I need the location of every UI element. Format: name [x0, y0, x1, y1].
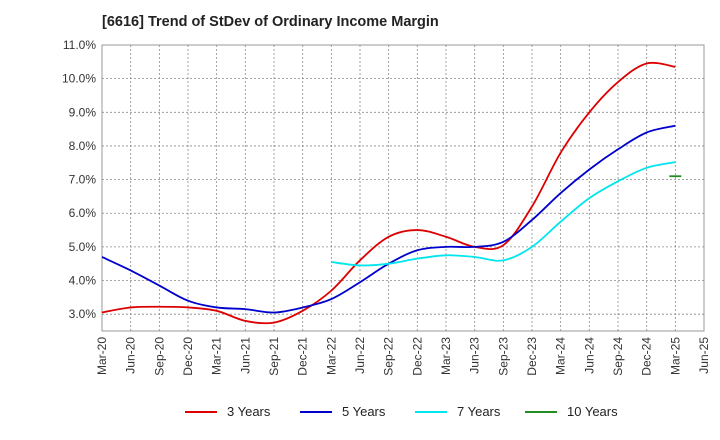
x-tick-label: Mar-25 — [668, 337, 682, 375]
legend-label: 3 Years — [227, 404, 271, 419]
legend-item: 5 Years — [300, 404, 385, 419]
y-tick-label: 9.0% — [69, 105, 97, 119]
series-line-7-years — [331, 161, 676, 267]
x-tick-label: Mar-20 — [95, 337, 109, 375]
legend-item: 3 Years — [185, 404, 270, 419]
x-tick-label: Sep-22 — [382, 337, 396, 376]
x-tick-label: Sep-20 — [152, 337, 166, 376]
legend-item: 10 Years — [525, 404, 618, 419]
x-tick-label: Dec-21 — [296, 337, 310, 376]
legend-swatch — [525, 410, 557, 413]
x-tick-label: Dec-20 — [181, 337, 195, 376]
y-axis-ticks: 3.0% 4.0% 5.0% 6.0% 7.0% 8.0% 9.0% 10.0% 11.0% — [62, 38, 96, 321]
x-tick-label: Jun-20 — [124, 337, 138, 374]
x-tick-label: Dec-23 — [525, 337, 539, 376]
x-tick-label: Sep-24 — [611, 337, 625, 376]
x-tick-label: Mar-23 — [439, 337, 453, 375]
grid-lines — [102, 45, 704, 331]
y-tick-label: 7.0% — [69, 173, 97, 187]
chart-title: [6616] Trend of StDev of Ordinary Income… — [102, 14, 439, 30]
x-tick-label: Mar-22 — [324, 337, 338, 375]
legend-label: 5 Years — [342, 404, 386, 419]
legend-swatch — [415, 410, 447, 413]
legend-swatch — [185, 410, 217, 413]
x-tick-label: Jun-24 — [582, 337, 596, 374]
legend: 3 Years 5 Years 7 Years 10 Years — [0, 404, 720, 426]
x-axis-ticks: Mar-20 Jun-20 Sep-20 Dec-20 Mar-21 Jun-21 Sep-… — [95, 337, 711, 376]
x-tick-label: Dec-24 — [640, 337, 654, 376]
y-tick-label: 6.0% — [69, 206, 97, 220]
y-tick-label: 11.0% — [63, 38, 96, 52]
x-tick-label: Jun-21 — [238, 337, 252, 374]
y-tick-label: 10.0% — [62, 72, 96, 86]
y-tick-label: 3.0% — [69, 307, 97, 321]
x-tick-label: Mar-21 — [210, 337, 224, 375]
y-tick-label: 4.0% — [69, 274, 97, 288]
y-tick-label: 5.0% — [69, 240, 97, 254]
legend-label: 10 Years — [567, 404, 618, 419]
x-tick-label: Jun-22 — [353, 337, 367, 374]
x-tick-label: Sep-21 — [267, 337, 281, 376]
y-tick-label: 8.0% — [69, 139, 97, 153]
x-tick-label: Sep-23 — [496, 337, 510, 376]
series-line-3-years — [101, 61, 676, 325]
x-tick-label: Jun-23 — [468, 337, 482, 374]
series-lines — [101, 61, 682, 325]
x-tick-label: Mar-24 — [554, 337, 568, 375]
legend-swatch — [300, 410, 332, 413]
legend-item: 7 Years — [415, 404, 500, 419]
x-tick-label: Jun-25 — [697, 337, 711, 374]
x-tick-label: Dec-22 — [410, 337, 424, 376]
legend-label: 7 Years — [457, 404, 501, 419]
plot-frame — [101, 44, 705, 332]
